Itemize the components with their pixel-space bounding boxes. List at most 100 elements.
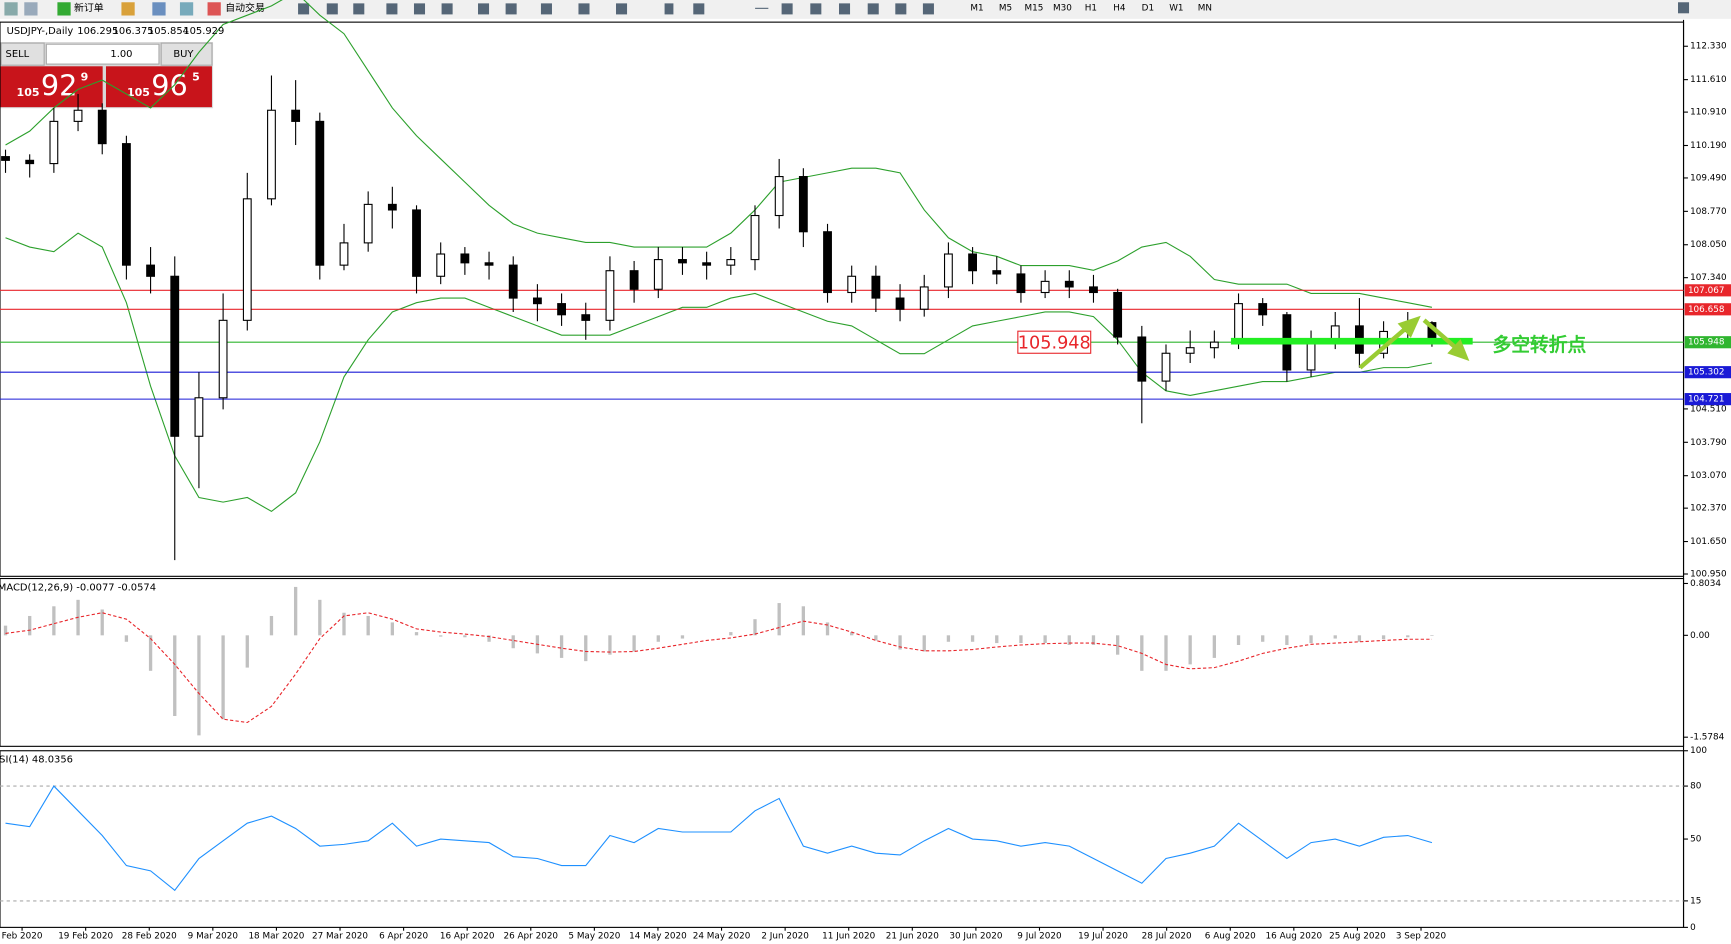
- icon[interactable]: [578, 3, 590, 15]
- candle-body: [315, 120, 325, 266]
- x-tick-label: 26 Apr 2020: [503, 932, 558, 942]
- auto-trading[interactable]: 自动交易: [225, 1, 265, 14]
- icon[interactable]: [867, 3, 879, 15]
- timeframe[interactable]: M5: [999, 3, 1012, 13]
- icon[interactable]: [121, 2, 135, 16]
- icon[interactable]: [540, 3, 552, 15]
- icon[interactable]: [810, 3, 822, 15]
- trade-panel: SELL 1.00 BUY 105 92 9 105 96 5: [0, 42, 214, 109]
- y-tick-label: 0: [1690, 923, 1696, 933]
- candle-body: [1258, 303, 1268, 316]
- icon[interactable]: [4, 2, 18, 16]
- candle-body: [1185, 347, 1195, 354]
- icon[interactable]: [755, 7, 769, 9]
- candle-body: [339, 242, 349, 266]
- timeframes: M1 M5 M15 M30 H1 H4 D1 W1 MN: [970, 3, 1212, 13]
- candle-body: [726, 259, 736, 266]
- icon[interactable]: [24, 2, 38, 16]
- x-tick-label: 28 Jul 2020: [1142, 932, 1192, 942]
- y-tick-label: 103.070: [1690, 471, 1727, 481]
- x-tick-label: 6 Apr 2020: [379, 932, 428, 942]
- y-tick-label: 101.650: [1690, 537, 1727, 547]
- timeframe[interactable]: MN: [1198, 3, 1212, 13]
- tool-icons: [298, 2, 1690, 15]
- level-tag: [1684, 336, 1731, 349]
- candle-body: [629, 270, 639, 290]
- candle-body: [532, 297, 542, 305]
- icon[interactable]: [478, 3, 490, 15]
- timeframe[interactable]: H4: [1113, 3, 1126, 13]
- candle-body: [460, 253, 470, 264]
- icon[interactable]: [386, 3, 398, 15]
- candle-body: [774, 176, 784, 217]
- icon[interactable]: [298, 3, 310, 15]
- buy-button[interactable]: [160, 42, 213, 66]
- x-tick-label: 21 Jun 2020: [886, 932, 939, 942]
- y-tick-label: 102.370: [1690, 504, 1727, 514]
- icon[interactable]: [781, 3, 793, 15]
- y-tick-label: 80: [1690, 782, 1702, 792]
- timeframe[interactable]: D1: [1142, 3, 1154, 13]
- timeframe[interactable]: W1: [1169, 3, 1183, 13]
- candle-body: [1040, 280, 1050, 294]
- candle-body: [267, 109, 276, 200]
- y-tick-label: 104.510: [1690, 404, 1727, 414]
- candle-body: [170, 275, 180, 437]
- lots-field[interactable]: [45, 43, 160, 65]
- candle-body: [750, 214, 760, 261]
- price-small: 9: [81, 70, 89, 83]
- y-tick-label: 110.190: [1690, 141, 1727, 151]
- candle-body: [436, 253, 446, 277]
- icon[interactable]: [616, 3, 628, 15]
- lots[interactable]: 1.00: [110, 49, 132, 60]
- quote: 106.295: [77, 26, 118, 37]
- icon[interactable]: [179, 2, 194, 16]
- candle-body: [895, 297, 905, 310]
- level-tag: [1684, 393, 1731, 406]
- icon[interactable]: [922, 3, 934, 15]
- timeframe[interactable]: M30: [1053, 3, 1072, 13]
- candle-body: [823, 231, 832, 294]
- sell-label[interactable]: SELL: [6, 49, 30, 60]
- timeframe[interactable]: H1: [1085, 3, 1097, 13]
- y-tick-label: 111.610: [1690, 75, 1727, 85]
- candle-body: [1137, 336, 1147, 382]
- candle-body: [25, 159, 35, 165]
- candle-body: [992, 270, 1002, 275]
- toolbar: 新订单 自动交易 M1 M5 M1: [0, 0, 1731, 19]
- icon[interactable]: [839, 3, 851, 15]
- timeframe[interactable]: M1: [970, 3, 983, 13]
- y-tick-label: 50: [1690, 835, 1702, 845]
- price-mid: 96: [151, 68, 188, 102]
- icon[interactable]: [664, 3, 674, 15]
- candle-body: [121, 143, 131, 266]
- timeframe[interactable]: M15: [1025, 3, 1044, 13]
- quote: 105.929: [183, 26, 224, 37]
- icon[interactable]: [505, 3, 517, 15]
- sell-button[interactable]: [0, 42, 45, 66]
- level-label: 106.658: [1688, 305, 1725, 315]
- candle-body: [1161, 352, 1171, 382]
- candle-body: [678, 259, 687, 264]
- icon[interactable]: [1678, 2, 1690, 14]
- candle-body: [97, 109, 107, 145]
- buy-label[interactable]: BUY: [173, 49, 194, 60]
- level-label: 107.067: [1688, 286, 1725, 296]
- candle-body: [1016, 273, 1026, 294]
- candle-body: [73, 109, 83, 122]
- new-order[interactable]: 新订单: [74, 1, 104, 14]
- y-tick-label: 110.910: [1690, 108, 1727, 118]
- icon[interactable]: [152, 2, 166, 16]
- icon[interactable]: [353, 3, 365, 15]
- icon[interactable]: [895, 3, 907, 15]
- icon[interactable]: [693, 3, 705, 15]
- icon[interactable]: [57, 2, 71, 16]
- x-tick-label: 14 May 2020: [629, 932, 687, 942]
- icon[interactable]: [207, 2, 221, 16]
- icon[interactable]: [413, 3, 426, 15]
- icon[interactable]: [441, 3, 453, 15]
- icon[interactable]: [326, 3, 338, 15]
